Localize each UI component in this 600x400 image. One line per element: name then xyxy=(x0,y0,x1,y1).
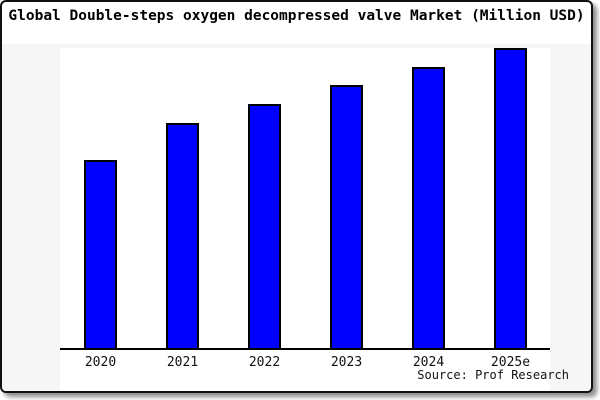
bar-2022 xyxy=(248,104,281,348)
chart-title: Global Double-steps oxygen decompressed … xyxy=(8,8,585,24)
x-tick-label-2023: 2023 xyxy=(330,355,363,370)
x-tick-label-2020: 2020 xyxy=(84,355,117,370)
chart-figure: Global Double-steps oxygen decompressed … xyxy=(0,0,593,393)
x-tick-label-2022: 2022 xyxy=(248,355,281,370)
plot-area xyxy=(60,48,550,350)
source-note: Source: Prof Research xyxy=(417,368,569,382)
x-tick-label-2024: 2024 xyxy=(412,355,445,370)
bar-2020 xyxy=(84,160,117,348)
bar-2021 xyxy=(166,123,199,348)
bar-2023 xyxy=(330,85,363,348)
x-tick-label-2025e: 2025e xyxy=(490,355,531,370)
bar-2024 xyxy=(412,67,445,348)
bar-2025e xyxy=(494,48,527,348)
below-axis-panel xyxy=(60,348,550,391)
x-tick-label-2021: 2021 xyxy=(166,355,199,370)
